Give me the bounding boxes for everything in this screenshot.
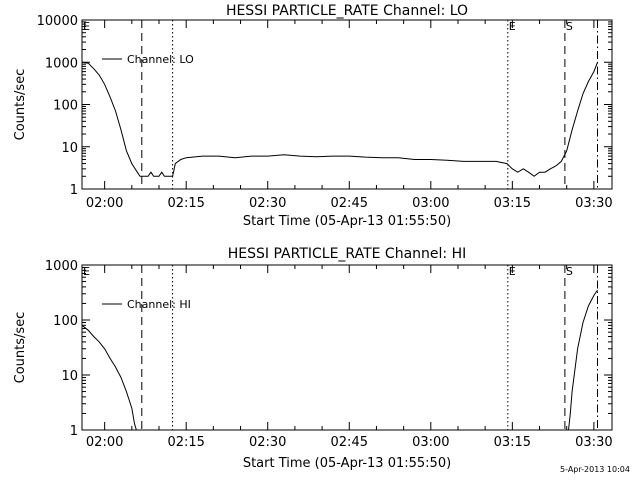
x-tick-label: 03:15 (494, 196, 531, 211)
plot-frame (81, 19, 613, 190)
y-axis-label: Counts/sec (13, 312, 28, 384)
x-tick-label: 02:30 (249, 435, 286, 450)
y-tick-label: 1 (70, 183, 78, 198)
chart-title: HESSI PARTICLE_RATE Channel: HI (228, 246, 466, 262)
y-axis-label: Counts/sec (13, 69, 28, 141)
x-tick-label: 02:00 (86, 435, 123, 450)
marker-label: E (509, 265, 516, 278)
series-line (82, 324, 137, 430)
x-tick-label: 02:15 (167, 196, 204, 211)
plot-frame (81, 264, 613, 431)
x-tick-label: 02:45 (331, 435, 368, 450)
x-tick-label: 03:00 (412, 196, 449, 211)
legend-label: Channel: LO (127, 53, 194, 66)
series-line (82, 61, 598, 177)
marker-label: S (566, 20, 573, 33)
chart-title: HESSI PARTICLE_RATE Channel: LO (226, 3, 468, 19)
lo-channel-panel: HESSI PARTICLE_RATE Channel: LO 1 10 100 100… (13, 3, 613, 229)
marker-label: S (566, 265, 573, 278)
x-tick-label: 02:45 (331, 196, 368, 211)
x-tick-label: 02:30 (249, 196, 286, 211)
x-tick-label: 03:00 (412, 435, 449, 450)
x-tick-label: 03:15 (494, 435, 531, 450)
y-tick-label: 100 (53, 99, 78, 114)
y-tick-label: 1 (70, 424, 78, 439)
y-tick-label: 1000 (45, 56, 78, 71)
series-line (568, 289, 598, 430)
footer-timestamp: 5-Apr-2013 10:04 (560, 465, 630, 474)
y-tick-label: 10000 (37, 14, 78, 29)
y-tick-label: 10 (61, 369, 78, 384)
x-tick-label: 02:00 (86, 196, 123, 211)
y-tick-label: 1000 (45, 259, 78, 274)
y-tick-label: 100 (53, 314, 78, 329)
legend-label: Channel: HI (127, 298, 191, 311)
marker-label: E (83, 20, 90, 33)
x-tick-label: 03:30 (575, 196, 612, 211)
hi-channel-panel: HESSI PARTICLE_RATE Channel: HI 1 10 100 100… (13, 246, 613, 471)
marker-label: E (509, 20, 516, 33)
x-axis-label: Start Time (05-Apr-13 01:55:50) (243, 456, 451, 471)
x-tick-label: 02:15 (167, 435, 204, 450)
x-axis-label: Start Time (05-Apr-13 01:55:50) (243, 214, 451, 229)
x-tick-label: 03:30 (575, 435, 612, 450)
y-tick-label: 10 (61, 141, 78, 156)
marker-label: E (83, 265, 90, 278)
